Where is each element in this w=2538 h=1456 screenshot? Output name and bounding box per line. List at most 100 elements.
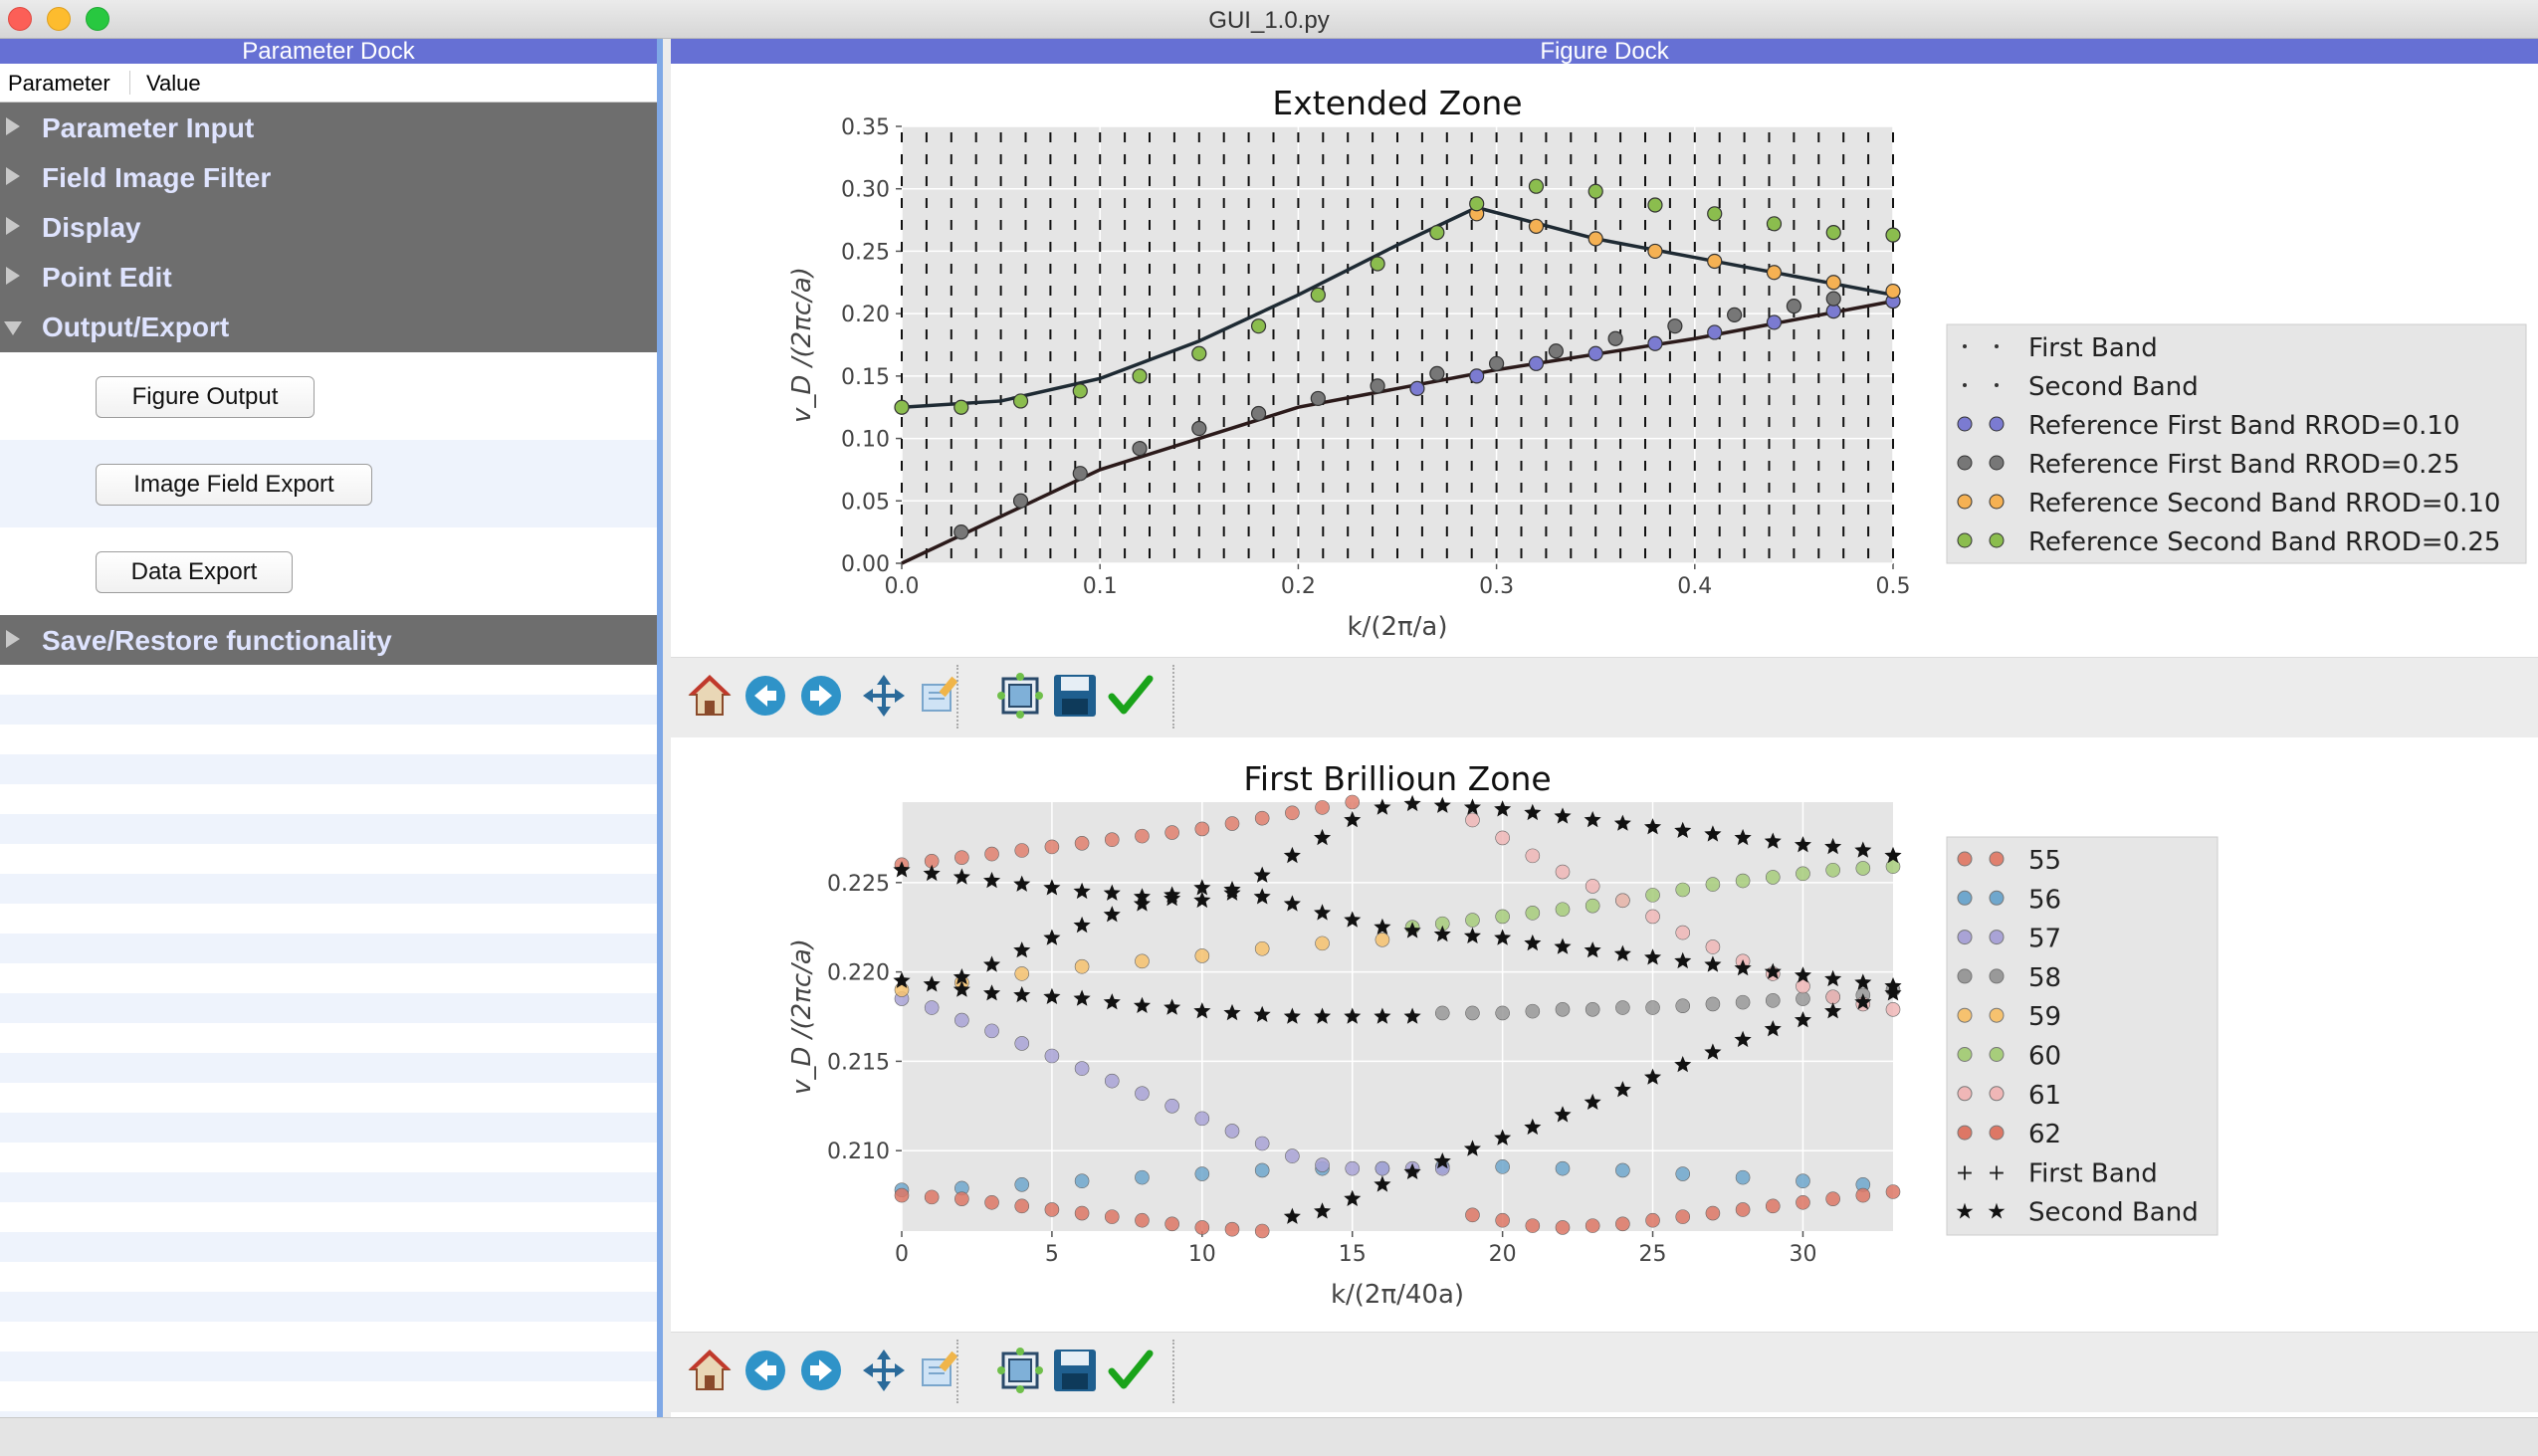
zoom-icon[interactable]	[915, 1346, 964, 1395]
home-icon[interactable]	[685, 1346, 735, 1395]
data-point	[1488, 355, 1505, 371]
data-point	[1463, 798, 1481, 815]
minimize-window-button[interactable]	[47, 7, 71, 31]
data-point	[1043, 987, 1061, 1004]
data-point	[1825, 275, 1841, 291]
legend-marker	[1957, 1125, 1973, 1141]
legend-label: 58	[2028, 963, 2061, 993]
legend-marker	[1957, 1086, 1973, 1102]
data-point	[1283, 895, 1301, 912]
group-output-export[interactable]: Output/Export	[0, 302, 657, 352]
data-point	[1555, 1002, 1571, 1017]
x-tick-label: 15	[1339, 1242, 1367, 1267]
data-point	[953, 524, 969, 540]
image-field-export-button[interactable]: Image Field Export	[96, 464, 372, 506]
group-save-restore[interactable]: Save/Restore functionality	[0, 615, 657, 665]
subplots-icon[interactable]	[995, 671, 1045, 721]
x-tick-label: 0.1	[1083, 574, 1118, 599]
back-icon[interactable]	[740, 671, 790, 721]
back-icon[interactable]	[740, 1346, 790, 1395]
data-point	[952, 968, 970, 985]
column-header-value[interactable]: Value	[129, 71, 201, 96]
group-field-image-filter[interactable]: Field Image Filter	[0, 152, 657, 202]
data-point	[1584, 941, 1601, 958]
data-point	[1013, 941, 1031, 958]
data-point	[923, 864, 941, 882]
expand-arrow-icon	[6, 267, 20, 285]
x-tick-label: 0.5	[1876, 574, 1911, 599]
data-point	[1885, 1002, 1901, 1017]
zoom-window-button[interactable]	[86, 7, 109, 31]
group-label: Field Image Filter	[42, 162, 272, 193]
data-point	[984, 846, 999, 862]
series-line	[901, 205, 1894, 409]
figure-output-button[interactable]: Figure Output	[96, 376, 315, 418]
check-icon[interactable]	[1106, 671, 1156, 721]
data-point	[1585, 1218, 1600, 1233]
column-header-parameter[interactable]: Parameter	[8, 71, 110, 96]
group-display[interactable]: Display	[0, 202, 657, 252]
empty-tree-rows	[0, 665, 657, 1417]
group-label: Point Edit	[42, 262, 172, 293]
data-point	[1314, 828, 1332, 846]
legend-marker	[1989, 494, 2005, 510]
data-point	[1764, 832, 1782, 849]
data-point	[1310, 390, 1326, 407]
data-point	[1555, 864, 1571, 880]
data-point	[1494, 800, 1512, 817]
pan-icon[interactable]	[859, 1346, 909, 1395]
data-export-button[interactable]: Data Export	[96, 551, 293, 593]
data-point	[1254, 810, 1270, 826]
x-tick-label: 0.3	[1479, 574, 1514, 599]
data-point	[1675, 998, 1691, 1014]
group-label: Output/Export	[42, 312, 230, 342]
y-tick-label: 0.15	[841, 365, 890, 390]
extended-zone-chart[interactable]: Extended Zone 0.0 0.1 0.2 0.3 0.4 0.5 0.00 0.05 0…	[671, 64, 2538, 657]
check-icon[interactable]	[1106, 1346, 1156, 1395]
data-point	[1344, 911, 1362, 928]
group-point-edit[interactable]: Point Edit	[0, 252, 657, 302]
data-point	[1012, 493, 1029, 509]
close-window-button[interactable]	[8, 7, 32, 31]
data-point	[1525, 1218, 1541, 1233]
data-point	[1796, 866, 1810, 882]
legend-marker	[1963, 383, 1967, 387]
toolbar-separator	[1172, 665, 1174, 728]
data-point	[1374, 918, 1391, 935]
home-icon[interactable]	[685, 671, 735, 721]
data-point	[1705, 877, 1721, 892]
save-icon[interactable]	[1050, 671, 1100, 721]
data-point	[1615, 1216, 1630, 1232]
data-point	[1044, 1048, 1060, 1064]
zoom-icon[interactable]	[915, 671, 964, 721]
forward-icon[interactable]	[796, 1346, 846, 1395]
data-point	[1135, 1169, 1150, 1185]
data-point	[1465, 913, 1480, 928]
first-brillioun-zone-chart[interactable]: First Brillioun Zone 0 5 10 15 20 25 30 0.210 0.2…	[671, 738, 2538, 1332]
pan-icon[interactable]	[859, 671, 909, 721]
legend-label: Second Band	[2028, 372, 2199, 402]
subplots-icon[interactable]	[995, 1346, 1045, 1395]
data-point	[1615, 1000, 1630, 1015]
legend-label: 61	[2028, 1081, 2061, 1111]
data-point	[1043, 879, 1061, 896]
y-tick-label: 0.225	[827, 872, 890, 897]
plot-toolbar-top	[671, 657, 2538, 737]
data-point	[1585, 1002, 1600, 1017]
group-parameter-input[interactable]: Parameter Input	[0, 103, 657, 152]
legend-marker	[1989, 890, 2005, 906]
data-point	[1765, 1198, 1781, 1214]
save-icon[interactable]	[1050, 1346, 1100, 1395]
data-point	[1314, 1007, 1332, 1024]
data-point	[1786, 299, 1802, 314]
data-point	[1315, 800, 1330, 815]
legend-marker	[1963, 344, 1967, 348]
data-point	[1253, 866, 1271, 883]
legend-marker	[1957, 1047, 1973, 1062]
legend-marker	[1995, 344, 1999, 348]
data-point	[1707, 324, 1723, 340]
legend-label: Reference Second Band RROD=0.25	[2028, 527, 2500, 557]
legend-marker: +	[1988, 1160, 2006, 1185]
forward-icon[interactable]	[796, 671, 846, 721]
data-point	[1013, 985, 1031, 1003]
